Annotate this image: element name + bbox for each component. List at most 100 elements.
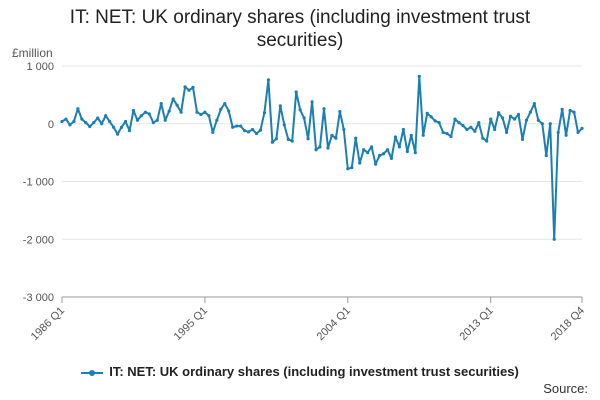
data-point[interactable] [163, 118, 167, 122]
data-point[interactable] [580, 126, 584, 130]
data-point[interactable] [326, 146, 330, 150]
data-point[interactable] [497, 111, 501, 115]
data-point[interactable] [76, 107, 80, 111]
data-point[interactable] [318, 145, 322, 149]
data-point[interactable] [219, 107, 223, 111]
data-point[interactable] [516, 112, 521, 117]
data-point[interactable] [223, 101, 227, 106]
data-point[interactable] [417, 74, 421, 78]
data-point[interactable] [501, 116, 505, 120]
data-point[interactable] [112, 125, 116, 129]
data-point[interactable] [564, 133, 568, 137]
data-point[interactable] [342, 127, 346, 132]
data-point[interactable] [532, 101, 536, 106]
data-point[interactable] [389, 156, 394, 160]
data-point[interactable] [227, 109, 231, 113]
data-point[interactable] [481, 136, 485, 140]
data-point[interactable] [473, 129, 477, 133]
data-point[interactable] [175, 103, 179, 107]
data-point[interactable] [143, 110, 147, 114]
data-point[interactable] [104, 114, 108, 118]
data-point[interactable] [485, 139, 489, 143]
data-point[interactable] [576, 130, 580, 135]
data-point[interactable] [330, 133, 334, 137]
data-point[interactable] [127, 129, 132, 133]
legend[interactable]: IT: NET: UK ordinary shares (including i… [0, 364, 600, 379]
data-point[interactable] [274, 137, 278, 141]
data-point[interactable] [461, 123, 465, 128]
data-point[interactable] [504, 130, 509, 135]
data-point[interactable] [334, 136, 338, 140]
data-point[interactable] [179, 110, 183, 114]
data-point[interactable] [266, 78, 271, 82]
data-point[interactable] [445, 131, 449, 136]
data-point[interactable] [191, 85, 195, 89]
data-point[interactable] [92, 120, 96, 125]
data-point[interactable] [254, 131, 259, 136]
data-point[interactable] [548, 122, 552, 126]
data-point[interactable] [262, 111, 267, 115]
data-point[interactable] [282, 123, 286, 127]
data-point[interactable] [508, 114, 513, 118]
data-point[interactable] [151, 120, 155, 125]
data-point[interactable] [60, 119, 64, 124]
data-point[interactable] [207, 114, 211, 118]
data-point[interactable] [393, 135, 398, 139]
data-point[interactable] [381, 152, 386, 156]
data-point[interactable] [123, 119, 128, 124]
data-point[interactable] [469, 125, 473, 129]
data-point[interactable] [195, 110, 199, 114]
data-point[interactable] [401, 127, 405, 132]
data-point[interactable] [84, 120, 88, 125]
data-point[interactable] [119, 125, 124, 129]
data-point[interactable] [239, 124, 243, 128]
data-point[interactable] [441, 130, 445, 135]
data-point[interactable] [540, 122, 544, 126]
data-point[interactable] [385, 148, 390, 152]
data-point[interactable] [560, 107, 564, 111]
data-point[interactable] [231, 125, 235, 129]
data-point[interactable] [409, 133, 413, 137]
data-point[interactable] [306, 137, 310, 141]
data-point[interactable] [171, 97, 175, 101]
data-point[interactable] [568, 108, 572, 113]
data-point[interactable] [96, 116, 100, 120]
data-point[interactable] [528, 110, 532, 114]
data-point[interactable] [72, 119, 76, 124]
data-point[interactable] [338, 110, 342, 114]
data-point[interactable] [358, 161, 362, 165]
data-point[interactable] [215, 118, 219, 122]
data-point[interactable] [512, 117, 517, 121]
data-point[interactable] [552, 237, 556, 241]
data-point[interactable] [453, 117, 457, 121]
data-point[interactable] [572, 110, 576, 114]
data-point[interactable] [183, 85, 187, 89]
data-point[interactable] [370, 145, 374, 149]
data-point[interactable] [187, 88, 191, 92]
data-point[interactable] [302, 116, 306, 120]
data-point[interactable] [100, 122, 104, 126]
data-point[interactable] [246, 130, 251, 134]
data-point[interactable] [155, 118, 159, 122]
data-point[interactable] [147, 112, 151, 116]
data-point[interactable] [64, 117, 68, 121]
data-point[interactable] [346, 167, 350, 171]
data-point[interactable] [362, 148, 366, 152]
data-point[interactable] [310, 100, 314, 104]
data-point[interactable] [397, 145, 402, 149]
data-point[interactable] [258, 128, 263, 132]
data-point[interactable] [298, 108, 302, 112]
data-point[interactable] [425, 111, 429, 115]
data-point[interactable] [108, 119, 112, 124]
data-point[interactable] [131, 108, 136, 113]
data-point[interactable] [322, 107, 326, 111]
data-point[interactable] [250, 127, 255, 132]
data-point[interactable] [477, 120, 481, 125]
data-point[interactable] [88, 125, 92, 129]
data-point[interactable] [139, 114, 143, 118]
data-point[interactable] [373, 162, 378, 166]
data-point[interactable] [433, 119, 437, 123]
data-point[interactable] [437, 120, 441, 125]
data-point[interactable] [314, 148, 318, 152]
data-point[interactable] [493, 127, 497, 132]
